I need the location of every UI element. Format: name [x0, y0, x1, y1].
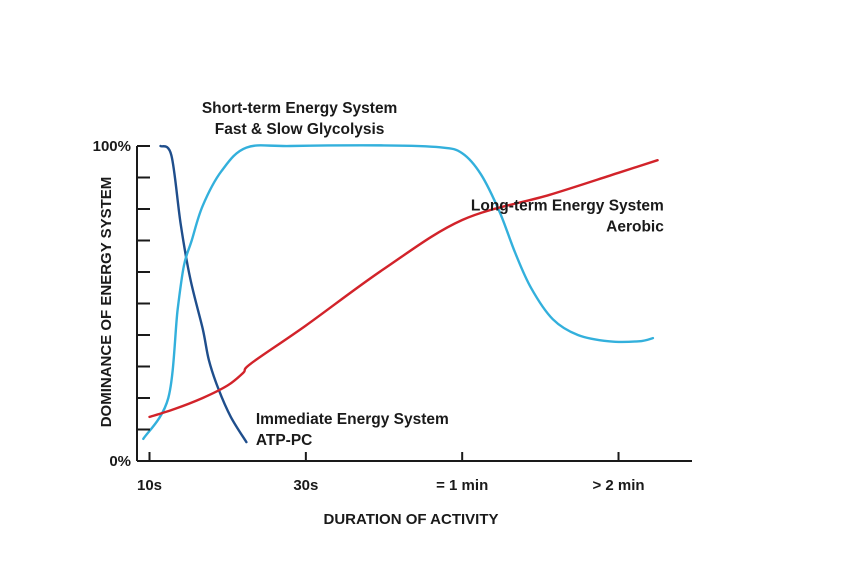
annotations-layer: Short-term Energy System Fast & Slow Glyc…	[202, 100, 664, 449]
annotation-line: Long-term Energy System	[471, 198, 664, 215]
series-line-short-term-energy-system-fast-slow-glycolysis	[142, 144, 655, 441]
annotation-line: Fast & Slow Glycolysis	[215, 121, 385, 138]
series-annotation: Immediate Energy System ATP-PC	[256, 411, 449, 449]
x-tick-label: 10s	[137, 477, 162, 494]
annotation-line: ATP-PC	[256, 432, 313, 449]
series-annotation: Long-term Energy System Aerobic	[471, 198, 664, 236]
y-tick-label: 0%	[109, 453, 131, 470]
series-line-long-term-energy-system-aerobic	[148, 159, 659, 419]
series-annotation: Short-term Energy System Fast & Slow Glyc…	[202, 100, 398, 138]
annotation-line: Short-term Energy System	[202, 100, 398, 117]
ticks-layer: 0% 100% 10s 30s = 1 min > 2 min	[93, 138, 645, 494]
series-line-immediate-energy-system-atp-pc	[159, 144, 248, 444]
series-layer	[142, 144, 659, 444]
x-tick-label: 30s	[293, 477, 318, 494]
annotation-line: Aerobic	[606, 219, 664, 236]
x-tick-label: = 1 min	[436, 477, 488, 494]
annotation-line: Immediate Energy System	[256, 411, 449, 428]
y-axis-title: DOMINANCE OF ENERGY SYSTEM	[98, 177, 115, 428]
x-tick-label: > 2 min	[592, 477, 644, 494]
x-axis-title: DURATION OF ACTIVITY	[324, 511, 499, 528]
y-tick-label: 100%	[93, 138, 131, 155]
